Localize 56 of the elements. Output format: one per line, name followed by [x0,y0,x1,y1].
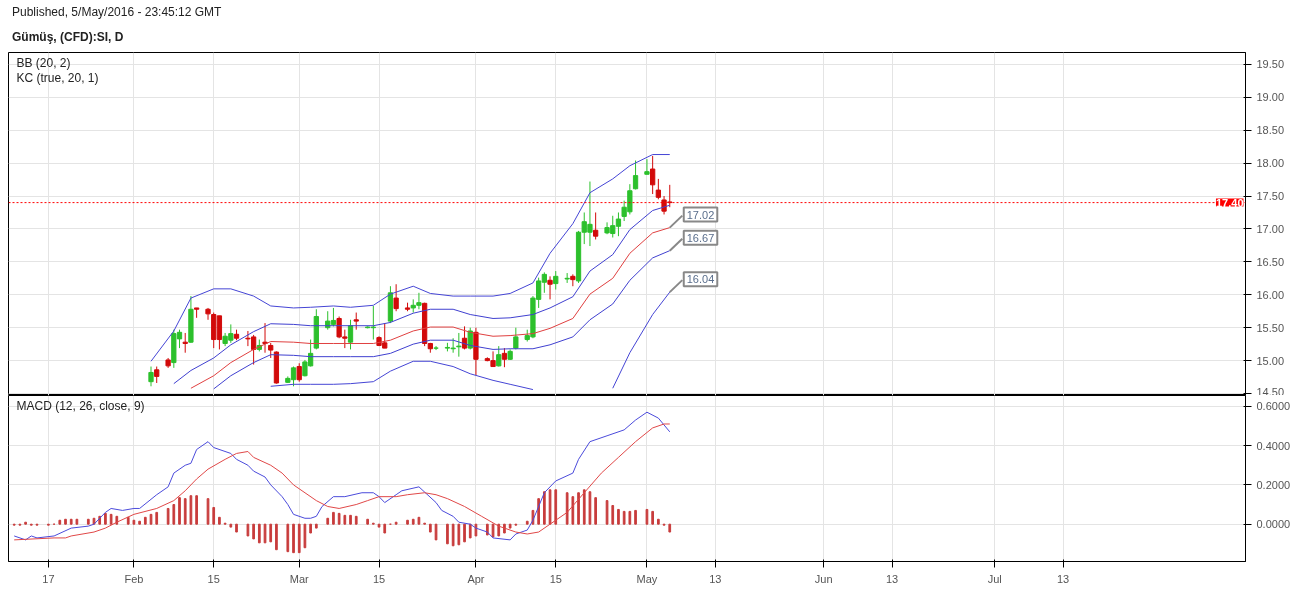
y-tick-label: 0.0000 [1256,518,1291,531]
y-tick-label: 0.6000 [1256,400,1291,413]
y-tick-label: 0.2000 [1256,478,1291,491]
y-tick-label: 15.00 [1256,354,1285,367]
y-tick-label: 19.50 [1256,58,1285,71]
y-tick-label: 16.00 [1256,288,1285,301]
candlestick [564,272,570,284]
candlestick [347,319,354,350]
y-tick-label: 16.50 [1256,255,1285,268]
candlestick [456,332,462,358]
line-series [190,227,671,389]
annotation: 16.67 [686,231,715,244]
y-tick-label: 15.50 [1256,321,1285,334]
x-tick-label: Apr [467,572,485,585]
candlestick [148,366,154,387]
y-tick-label: 0.4000 [1256,439,1291,452]
annotation: BB (20, 2) [16,55,71,70]
line-series [213,250,671,390]
annotation: 17.02 [686,208,715,221]
x-tick-label: Jul [987,572,1002,585]
annotation: 16.04 [686,273,715,286]
chart-title: Gümüş, (CFD):SI, D [12,29,125,47]
x-tick-label: 15 [207,572,220,585]
x-tick-label: Feb [124,572,144,585]
chart-subtitle: Published, 5/May/2016 - 23:45:12 GMT [12,4,222,21]
x-tick-label: Jun [814,572,833,585]
y-tick-label: 18.00 [1256,157,1285,170]
y-tick-label: 17.50 [1256,190,1285,203]
candlestick [644,158,650,175]
candlestick [501,347,508,368]
candlestick [547,275,553,300]
x-tick-label: 17 [42,572,55,585]
y-tick-label: 18.50 [1256,124,1285,137]
candlestick [655,178,661,200]
line-series [150,154,671,362]
x-tick-label: 13 [1056,572,1070,585]
y-tick-label: 17.00 [1256,222,1285,235]
annotation: KC (true, 20, 1) [16,70,99,85]
y-tick-label: 14.50 [1256,385,1285,398]
x-tick-label: Mar [289,572,310,585]
y-tick-label: 19.00 [1256,91,1285,104]
x-tick-label: May [636,572,658,585]
candlestick [593,211,599,240]
candlestick [632,159,639,190]
candlestick [650,155,656,195]
annotation: MACD (12, 26, close, 9) [16,398,145,413]
candlestick [553,270,559,291]
candlestick [393,283,399,312]
candlestick [496,345,502,368]
x-tick-label: 13 [885,572,899,585]
candlestick [182,332,188,354]
candlestick [296,362,302,383]
ref-line-label: 17.40 [1215,196,1244,209]
x-tick-label: 13 [709,572,722,585]
x-tick-label: 15 [372,572,386,585]
x-tick-label: 15 [549,572,562,585]
